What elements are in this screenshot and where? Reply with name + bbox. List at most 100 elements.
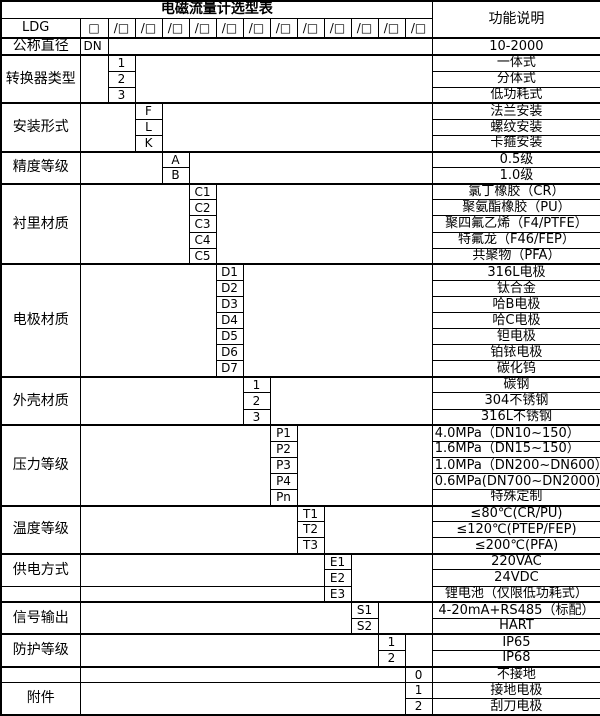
code-slot-box: /□ bbox=[134, 17, 163, 39]
filler-cell bbox=[79, 552, 325, 587]
filler-cell bbox=[79, 633, 379, 668]
option-code: T1 bbox=[296, 504, 325, 523]
option-code: D4 bbox=[215, 311, 244, 330]
option-desc: 接地电极 bbox=[431, 682, 600, 700]
section-row: P3 1.0MPa（DN200~DN600） bbox=[1, 456, 600, 474]
section-row: 安装形式 F 法兰安装 bbox=[0, 102, 600, 153]
option-desc: 锂电池（仅限低功耗式） bbox=[431, 585, 600, 603]
option-desc: ≤120℃(PTEP/FEP) bbox=[431, 521, 600, 539]
title-row: 电磁流量计选型表 功能说明 bbox=[0, 0, 600, 39]
option-desc: 共聚物（PFA） bbox=[431, 247, 600, 265]
filler-cell bbox=[79, 53, 109, 104]
section-row: T3 ≤200℃(PFA) bbox=[1, 537, 600, 555]
option-code: K bbox=[134, 134, 163, 153]
code-slot-box: /□ bbox=[404, 17, 433, 39]
section-row: 压力等级 P1 4.0MPa（DN10~150） bbox=[0, 424, 600, 507]
option-desc: 铂铱电极 bbox=[431, 344, 600, 362]
option-code: DN bbox=[79, 37, 109, 56]
option-desc: 螺纹安装 bbox=[431, 118, 600, 136]
option-code: 2 bbox=[242, 392, 271, 410]
category-label: 电极材质 bbox=[0, 263, 81, 378]
section-row: P4 0.6MPa(DN700~DN2000) bbox=[1, 472, 600, 491]
option-code: T3 bbox=[296, 537, 325, 555]
section-row: 3 低功耗式 bbox=[1, 86, 600, 104]
option-code: B bbox=[161, 167, 190, 185]
category-label: 附件 bbox=[0, 682, 81, 716]
filler-cell bbox=[79, 504, 298, 555]
option-code: A bbox=[161, 150, 190, 169]
section-row: D7 碳化钨 bbox=[1, 360, 600, 378]
category-label: 安装形式 bbox=[0, 102, 81, 153]
option-code: C2 bbox=[188, 199, 217, 217]
code-slot-box: /□ bbox=[107, 17, 136, 39]
section-row: D6 铂铱电极 bbox=[1, 344, 600, 362]
option-desc: 法兰安装 bbox=[431, 102, 600, 120]
option-desc: 0.5级 bbox=[431, 150, 600, 169]
section-row: 转换器类型 1 一体式 bbox=[0, 53, 600, 104]
option-desc: 4.0MPa（DN10~150） bbox=[431, 424, 600, 442]
option-code: P3 bbox=[269, 456, 298, 474]
option-desc: 24VDC bbox=[431, 569, 600, 587]
option-code: 0 bbox=[404, 665, 433, 684]
section-row: 0 不接地 bbox=[0, 665, 600, 684]
option-code: 2 bbox=[107, 70, 136, 88]
filler-cell bbox=[79, 682, 406, 716]
category-label: 外壳材质 bbox=[0, 375, 81, 426]
section-row: 附件 1 接地电极 bbox=[0, 682, 600, 716]
section-row: 温度等级 T1 ≤80℃(CR/PU) bbox=[0, 504, 600, 555]
section-row: P2 1.6MPa（DN15~150） bbox=[1, 440, 600, 458]
filler-cell bbox=[269, 375, 433, 426]
option-code: 3 bbox=[107, 86, 136, 104]
category-label: 压力等级 bbox=[0, 424, 81, 507]
option-code: F bbox=[134, 102, 163, 120]
category-label: 温度等级 bbox=[0, 504, 81, 555]
code-slot-box: /□ bbox=[242, 17, 271, 39]
option-desc: 304不锈钢 bbox=[431, 392, 600, 410]
option-desc: 钽电极 bbox=[431, 328, 600, 346]
code-slot-box: /□ bbox=[215, 17, 244, 39]
option-desc: 低功耗式 bbox=[431, 86, 600, 104]
option-desc: 220VAC bbox=[431, 552, 600, 571]
category-label: 精度等级 bbox=[0, 150, 81, 185]
option-desc: ≤200℃(PFA) bbox=[431, 537, 600, 555]
section-row: C3 聚四氟乙烯（F4/PTFE） bbox=[1, 215, 600, 233]
category-label: 防护等级 bbox=[0, 633, 81, 668]
section-row: 供电方式 E1 220VAC bbox=[0, 552, 600, 603]
option-code: P1 bbox=[269, 424, 298, 442]
model-prefix: LDG bbox=[0, 17, 81, 39]
option-code: 1 bbox=[404, 682, 433, 700]
option-code: 1 bbox=[107, 53, 136, 72]
code-slot-box: /□ bbox=[161, 17, 190, 39]
code-slot-box: □ bbox=[79, 17, 109, 39]
option-code: 2 bbox=[377, 649, 406, 668]
option-code: 3 bbox=[242, 408, 271, 426]
option-desc: 钛合金 bbox=[431, 279, 600, 297]
option-code: C5 bbox=[188, 247, 217, 265]
filler-cell bbox=[404, 633, 433, 668]
option-code: S1 bbox=[350, 601, 379, 619]
option-code: E3 bbox=[323, 585, 352, 603]
option-code: C3 bbox=[188, 215, 217, 233]
section-row: C4 特氟龙（F46/FEP） bbox=[1, 231, 600, 249]
empty-label-cell bbox=[0, 665, 81, 684]
option-code: 2 bbox=[404, 698, 433, 716]
option-desc: 氯丁橡胶（CR） bbox=[431, 182, 600, 201]
function-column-header: 功能说明 bbox=[431, 0, 600, 39]
section-row: 信号输出 S1 4-20mA+RS485（标配） bbox=[0, 601, 600, 635]
option-desc: 10-2000 bbox=[431, 37, 600, 56]
section-row: 2 刮刀电极 bbox=[1, 698, 600, 716]
empty-label-cell bbox=[0, 585, 81, 603]
table-title: 电磁流量计选型表 bbox=[0, 0, 433, 19]
filler-cell bbox=[296, 424, 433, 507]
option-code: Pn bbox=[269, 489, 298, 507]
code-slot-box: /□ bbox=[296, 17, 325, 39]
option-desc: 哈C电极 bbox=[431, 311, 600, 330]
filler-cell bbox=[79, 585, 325, 603]
option-desc: 1.0级 bbox=[431, 167, 600, 185]
option-code: T2 bbox=[296, 521, 325, 539]
option-code: 1 bbox=[377, 633, 406, 651]
section-row: B 1.0级 bbox=[1, 167, 600, 185]
code-slot-box: /□ bbox=[269, 17, 298, 39]
code-slot-box: /□ bbox=[350, 17, 379, 39]
section-row: 3 316L不锈钢 bbox=[1, 408, 600, 426]
